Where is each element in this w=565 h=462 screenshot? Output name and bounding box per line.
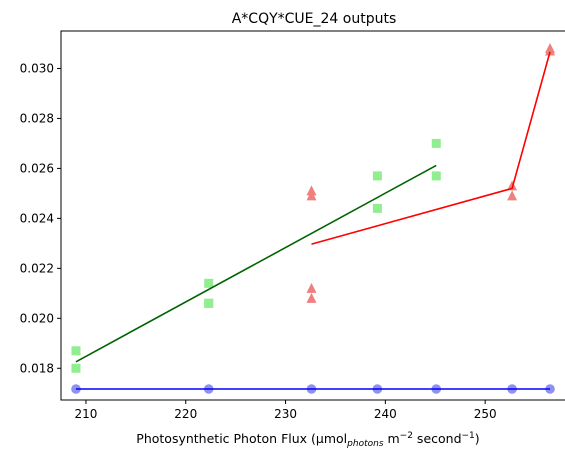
x-axis-label-mid1: m [384, 431, 400, 446]
y-tick-label: 0.030 [20, 61, 54, 75]
data-point-square [204, 298, 214, 308]
x-axis-label-superscript2: −1 [462, 431, 475, 441]
x-axis-label-suffix: ) [475, 431, 480, 446]
data-point-square [431, 171, 441, 181]
x-tick-label: 220 [174, 407, 197, 421]
x-axis-label-superscript1: −2 [400, 431, 413, 441]
data-point-square [431, 138, 441, 148]
x-tick-label: 240 [374, 407, 397, 421]
data-point-square [204, 278, 214, 288]
y-tick-label: 0.020 [20, 311, 54, 325]
data-point-square [372, 171, 382, 181]
data-point-triangle [507, 190, 518, 201]
y-tick-label: 0.018 [20, 361, 54, 375]
data-point-triangle [507, 180, 518, 191]
chart-title: A*CQY*CUE_24 outputs [232, 11, 397, 27]
y-tick-label: 0.024 [20, 211, 54, 225]
y-tick-label: 0.026 [20, 161, 54, 175]
data-point-triangle [545, 45, 556, 56]
x-axis-label: Photosynthetic Photon Flux (μmolphotons … [136, 431, 479, 449]
fit-line-series-1 [75, 164, 437, 363]
x-tick-label: 230 [274, 407, 297, 421]
data-point-square [71, 346, 81, 356]
x-axis: 210 220 230 240 250 [74, 400, 497, 421]
data-point-triangle [306, 185, 317, 196]
fit-line-series-2 [311, 51, 551, 245]
plot-frame [60, 30, 565, 401]
x-axis-label-mid2: second [413, 431, 462, 446]
plot-area [71, 42, 556, 394]
x-tick-label: 210 [74, 407, 97, 421]
x-tick-label: 250 [474, 407, 497, 421]
data-point-triangle [306, 282, 317, 293]
data-point-triangle [306, 292, 317, 303]
x-axis-label-subscript: photons [346, 439, 384, 449]
y-tick-label: 0.028 [20, 111, 54, 125]
data-point-square [372, 203, 382, 213]
y-axis: 0.018 0.020 0.022 0.024 0.026 0.028 0.030 [20, 61, 61, 375]
x-axis-label-prefix: Photosynthetic Photon Flux (μmol [136, 431, 347, 446]
y-tick-label: 0.022 [20, 261, 54, 275]
data-point-square [71, 363, 81, 373]
